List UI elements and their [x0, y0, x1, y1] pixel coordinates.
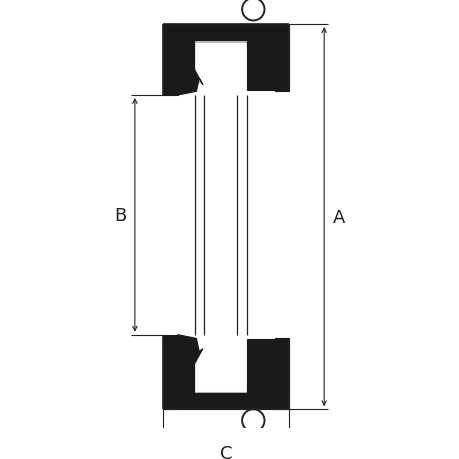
Polygon shape — [162, 337, 177, 393]
Circle shape — [241, 409, 264, 432]
Polygon shape — [162, 335, 177, 409]
Circle shape — [241, 0, 264, 22]
Polygon shape — [274, 41, 288, 91]
Polygon shape — [274, 340, 288, 393]
Polygon shape — [177, 43, 201, 84]
Polygon shape — [177, 392, 274, 393]
Polygon shape — [274, 25, 288, 92]
Polygon shape — [246, 41, 274, 91]
Polygon shape — [162, 41, 177, 94]
Text: C: C — [219, 444, 231, 459]
Text: A: A — [332, 208, 344, 226]
Polygon shape — [246, 381, 259, 398]
Polygon shape — [177, 335, 202, 393]
Polygon shape — [162, 393, 288, 409]
Polygon shape — [274, 339, 288, 409]
Polygon shape — [177, 41, 274, 43]
Polygon shape — [246, 33, 259, 49]
Polygon shape — [162, 25, 177, 96]
Polygon shape — [162, 25, 288, 41]
Polygon shape — [246, 340, 274, 393]
Text: B: B — [114, 207, 126, 224]
Polygon shape — [177, 41, 202, 96]
Polygon shape — [177, 351, 201, 392]
